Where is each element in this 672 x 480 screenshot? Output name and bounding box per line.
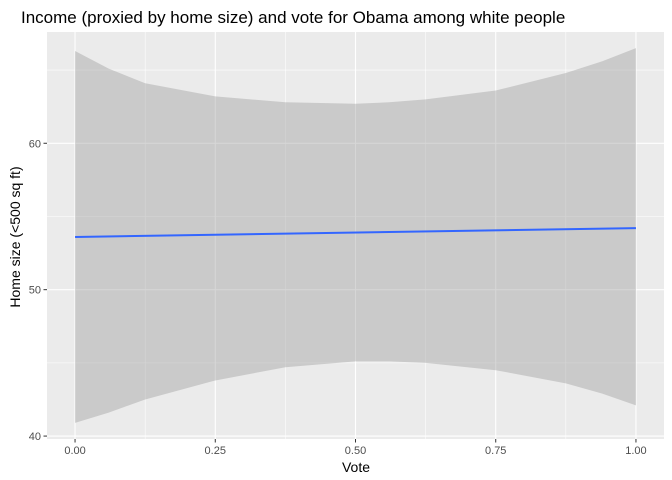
y-axis-title: Home size (<500 sq ft) bbox=[7, 166, 23, 307]
x-tick-label: 1.00 bbox=[625, 445, 646, 457]
x-axis-title: Vote bbox=[342, 459, 370, 475]
x-tick-label: 0.75 bbox=[485, 445, 506, 457]
x-tick-label: 0.25 bbox=[205, 445, 226, 457]
y-tick-label: 60 bbox=[29, 138, 41, 150]
confidence-band bbox=[75, 48, 636, 423]
y-tick-label: 50 bbox=[29, 285, 41, 297]
y-axis: 40 50 60 bbox=[29, 138, 47, 443]
y-tick-label: 40 bbox=[29, 431, 41, 443]
major-gridlines bbox=[47, 32, 664, 439]
fit-line-group bbox=[75, 227, 636, 238]
chart-title: Income (proxied by home size) and vote f… bbox=[21, 8, 565, 27]
x-axis: 0.00 0.25 0.50 0.75 1.00 bbox=[64, 439, 647, 457]
fit-line bbox=[75, 227, 636, 238]
x-tick-label: 0.00 bbox=[64, 445, 85, 457]
x-tick-label: 0.50 bbox=[345, 445, 366, 457]
